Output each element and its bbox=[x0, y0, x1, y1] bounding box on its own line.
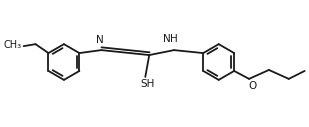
Text: CH₃: CH₃ bbox=[3, 40, 22, 50]
Text: O: O bbox=[248, 81, 256, 91]
Text: N: N bbox=[96, 35, 104, 45]
Text: N: N bbox=[163, 34, 171, 44]
Text: H: H bbox=[170, 34, 178, 44]
Text: SH: SH bbox=[140, 79, 154, 89]
